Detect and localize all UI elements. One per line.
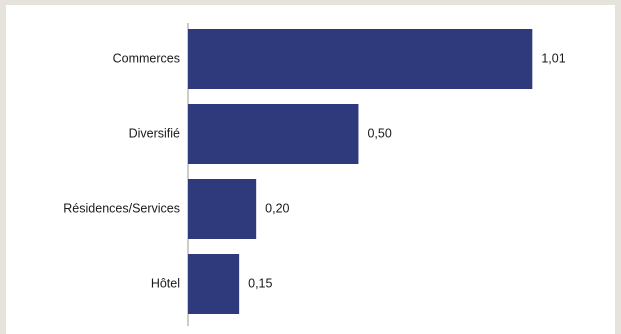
bar-0 (188, 29, 533, 89)
value-label-2: 0,20 (265, 201, 289, 215)
bar-2 (188, 179, 257, 239)
category-label-0: Commerces (113, 51, 180, 65)
bar-3 (188, 254, 240, 314)
bar-chart: Commerces 1,01 Diversifié 0,50 Résidences/Se… (63, 23, 566, 326)
chart-panel: Commerces 1,01 Diversifié 0,50 Résidences/Se… (6, 5, 615, 334)
bar-1 (188, 104, 359, 164)
category-label-3: Hôtel (151, 276, 180, 290)
value-label-3: 0,15 (248, 276, 272, 290)
category-label-1: Diversifié (129, 126, 180, 140)
category-label-2: Résidences/Services (63, 201, 180, 215)
value-label-0: 1,01 (541, 51, 565, 65)
value-label-1: 0,50 (367, 126, 391, 140)
